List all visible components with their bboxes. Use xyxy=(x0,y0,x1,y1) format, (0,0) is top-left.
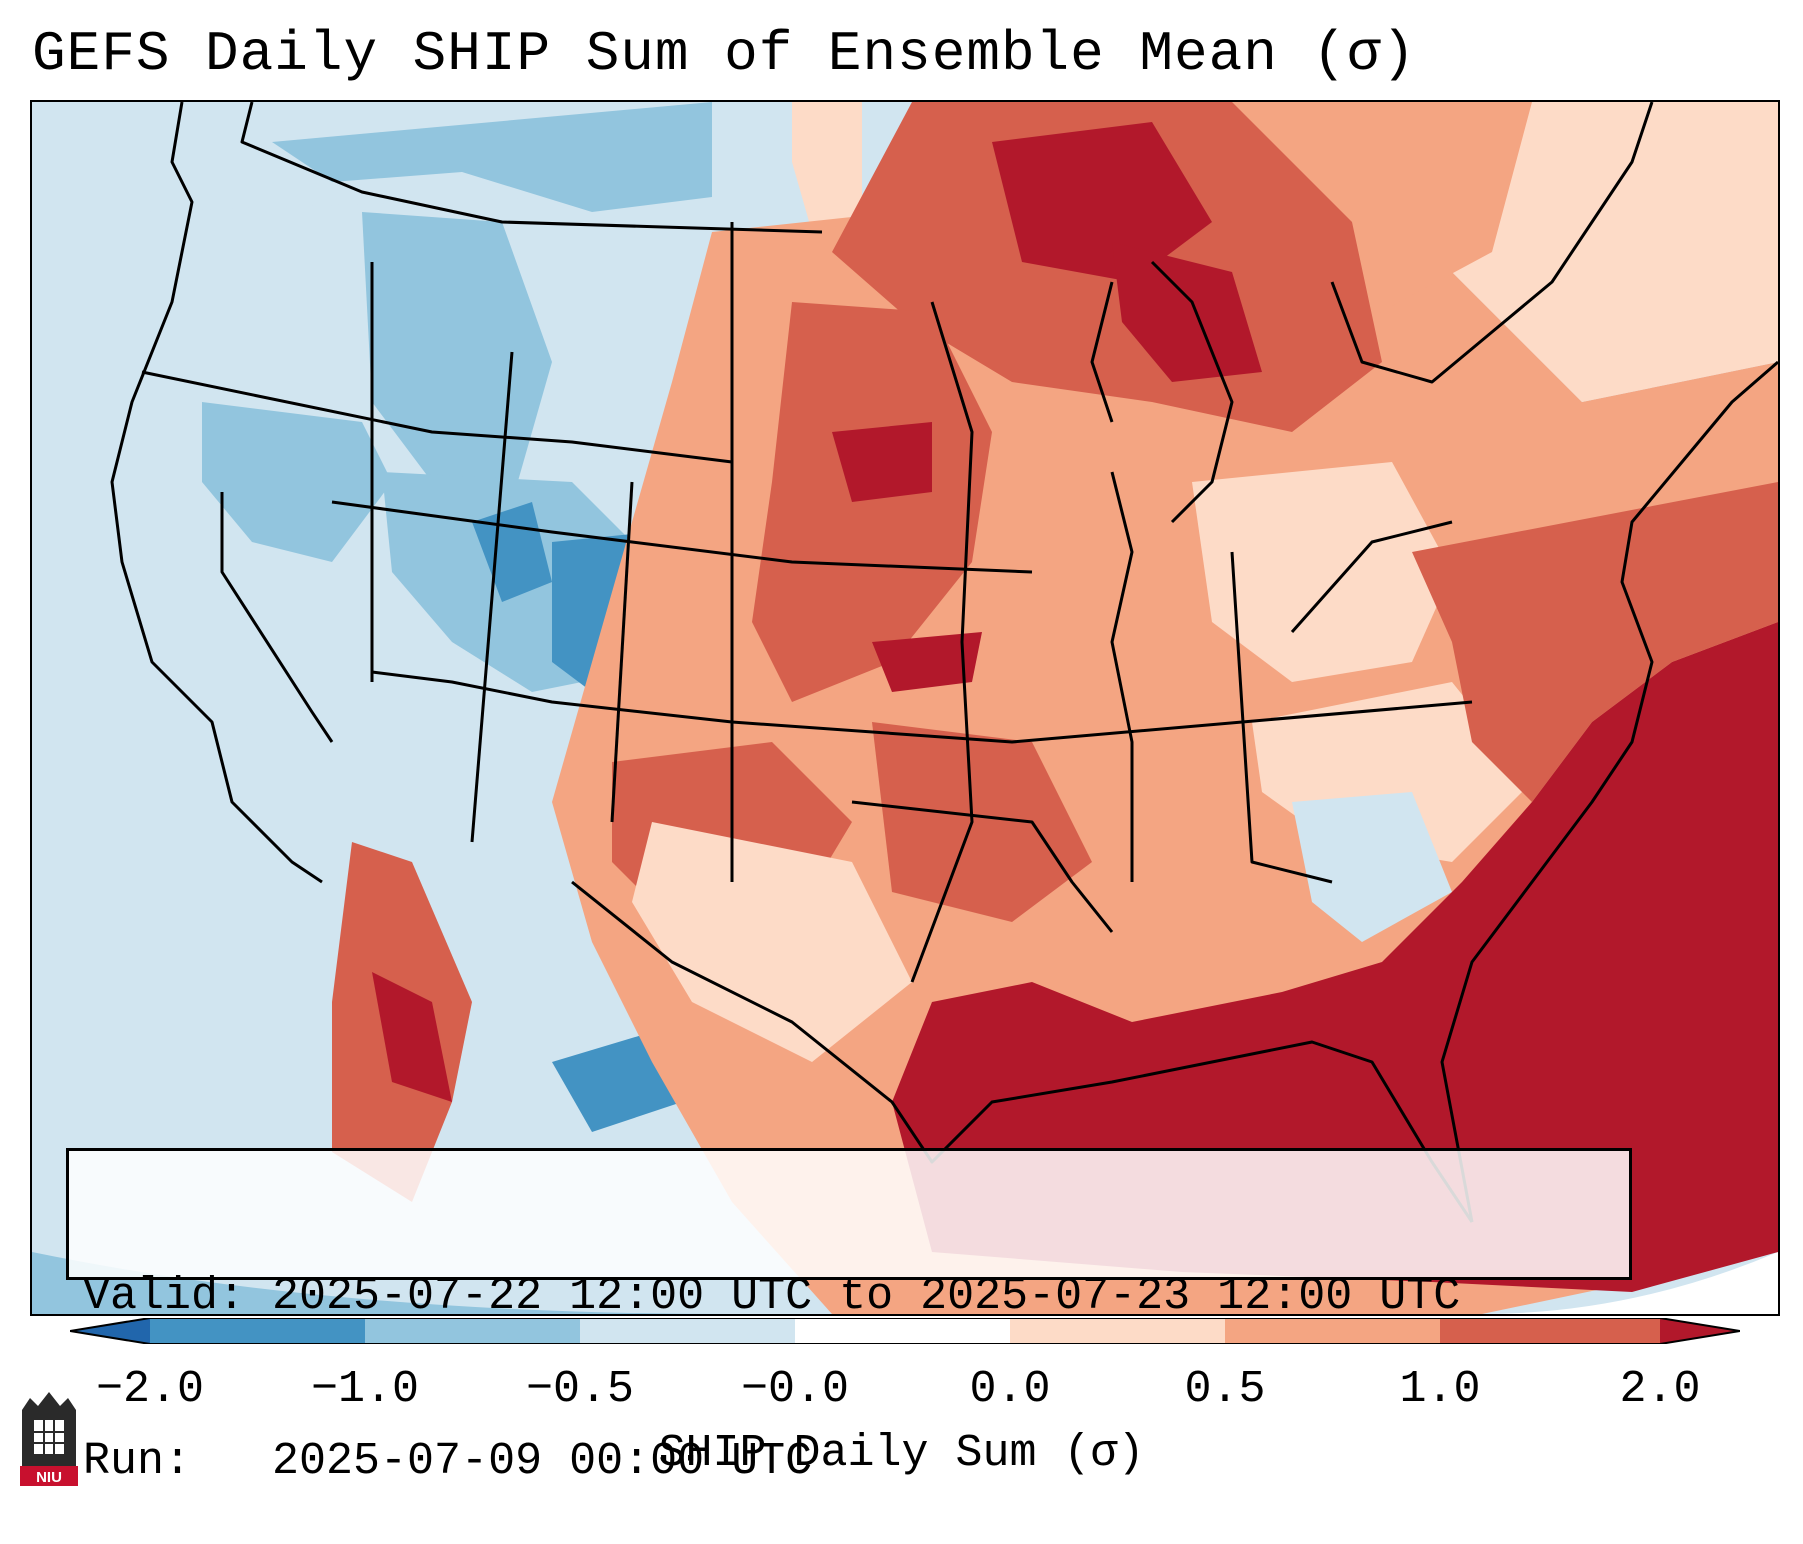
colorbar-tick-label: −0.5 xyxy=(525,1364,635,1415)
gulf-atlantic-strong-region xyxy=(892,622,1778,1292)
plains-warm-region xyxy=(752,302,992,702)
atlantic-coastline xyxy=(1440,360,1778,1223)
atlantic-warm-region xyxy=(1412,482,1778,802)
colorbar-segment xyxy=(150,1318,365,1344)
colorbar-tick-label: 1.0 xyxy=(1399,1364,1481,1415)
colorbar-segment xyxy=(365,1318,580,1344)
red-river-border xyxy=(851,800,1114,933)
colorbar-segments xyxy=(70,1318,1740,1344)
north-dakota-border-region xyxy=(792,102,862,232)
nevada-border xyxy=(220,492,334,743)
gulf-coastline xyxy=(571,880,1474,1223)
georgia-cool-region xyxy=(1292,792,1452,942)
colorbar-tick-label: 0.5 xyxy=(1184,1364,1266,1415)
kansas-strong-region xyxy=(872,632,982,692)
projection-edge xyxy=(1482,1252,1778,1314)
logo-banner xyxy=(20,1466,78,1486)
st-lawrence-line xyxy=(1330,102,1654,384)
colorbar-tick-label: −0.0 xyxy=(740,1364,850,1415)
mid-border-line xyxy=(331,500,1033,574)
northern-rockies-region xyxy=(272,102,712,212)
appalachian-light-region xyxy=(1192,462,1452,682)
colorbar-tick-label: 2.0 xyxy=(1619,1364,1701,1415)
utah-strong-region xyxy=(472,502,552,602)
colorbar-segment xyxy=(1225,1318,1440,1344)
validity-info-box: Valid: 2025-07-22 12:00 UTC to 2025-07-2… xyxy=(66,1148,1632,1487)
anomaly-map xyxy=(32,102,1778,1314)
alabama-border xyxy=(1230,551,1333,884)
colorbar-segment xyxy=(580,1318,795,1344)
missouri-river-border xyxy=(910,301,974,983)
southern-tier-line xyxy=(371,670,1473,744)
colorado-nm-border xyxy=(610,481,634,823)
colorbar-segment xyxy=(1010,1318,1225,1344)
map-title: GEFS Daily SHIP Sum of Ensemble Mean (σ) xyxy=(32,22,1417,86)
texas-light-region xyxy=(632,822,912,1062)
colorbar xyxy=(70,1318,1740,1344)
utah-az-border xyxy=(470,351,514,843)
ohio-border xyxy=(1290,520,1453,633)
valid-time-text: Valid: 2025-07-22 12:00 UTC to 2025-07-2… xyxy=(83,1271,1461,1322)
northern-border-line xyxy=(141,370,733,464)
michigan-outline xyxy=(1150,260,1234,524)
colorbar-segment xyxy=(1440,1318,1660,1344)
colorbar-segment xyxy=(795,1318,1010,1344)
colorbar-label: SHIP Daily Sum (σ) xyxy=(658,1428,1145,1479)
niu-logo: NIU xyxy=(20,1392,78,1486)
map-panel xyxy=(30,100,1780,1316)
pacific-coastline xyxy=(110,102,323,884)
colorbar-segment xyxy=(1660,1318,1740,1344)
southwest-field xyxy=(32,1252,732,1314)
colorbar-segment xyxy=(70,1318,150,1344)
run-time-text: Run: 2025-07-09 00:00 UTC xyxy=(83,1436,813,1487)
state-boundaries xyxy=(110,102,1778,1223)
oklahoma-warm-region xyxy=(872,722,1092,922)
baja-strong-region xyxy=(372,972,452,1102)
ontario-strong-region xyxy=(992,122,1212,282)
colorbar-tick-labels: −2.0 −1.0 −0.5 −0.0 0.0 0.5 1.0 2.0 xyxy=(0,1364,1803,1415)
nevada-region xyxy=(202,402,392,562)
colorbar-tick-label: −2.0 xyxy=(95,1364,205,1415)
superior-strong-region xyxy=(1112,242,1262,382)
colorbar-tick-label: −1.0 xyxy=(310,1364,420,1415)
nebraska-strong-region xyxy=(832,422,932,502)
canada-border xyxy=(240,102,823,234)
logo-text: NIU xyxy=(36,1469,62,1486)
colorbar-tick-label: 0.0 xyxy=(969,1364,1051,1415)
mississippi-border xyxy=(1110,471,1134,882)
lake-michigan-outline xyxy=(1090,281,1114,423)
